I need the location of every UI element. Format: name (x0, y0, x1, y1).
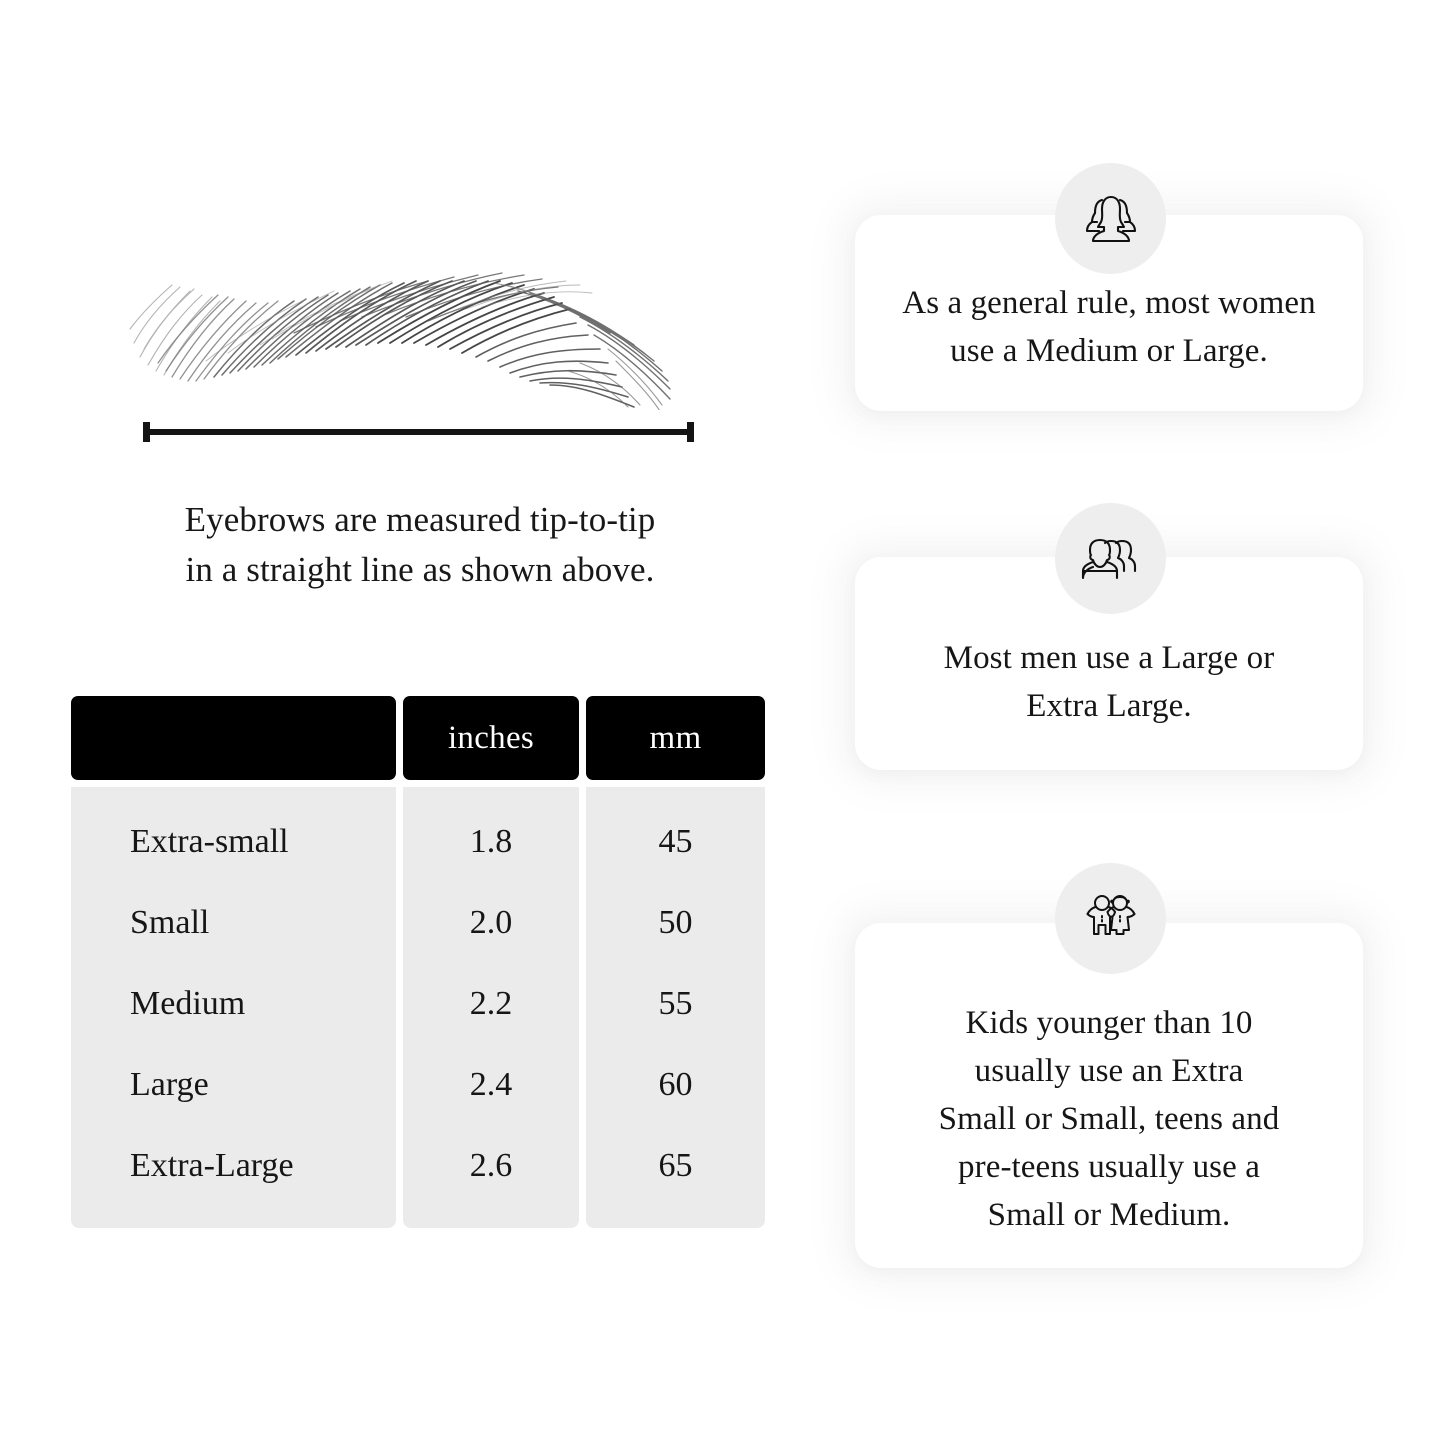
kids-icon (1055, 863, 1166, 974)
table-cell-mm: 55 (658, 984, 693, 1022)
table-cell-inches: 2.2 (469, 984, 513, 1022)
info-line: Kids younger than 10 (965, 1004, 1253, 1041)
table-cell-size: Extra-small (130, 822, 289, 860)
table-header-row: inches mm (71, 696, 765, 780)
table-column-inches: 1.8 2.0 2.2 2.4 2.6 (403, 787, 579, 1228)
table-column-size: Extra-small Small Medium Large Extra-Lar… (71, 787, 396, 1228)
guidance-panel: As a general rule, most women use a Medi… (800, 0, 1445, 1445)
measurement-caption: Eyebrows are measured tip-to-tip in a st… (70, 495, 770, 595)
info-card-men-text: Most men use a Large or Extra Large. (910, 598, 1309, 730)
table-cell-size: Small (130, 903, 210, 941)
info-line: As a general rule, most women (902, 285, 1316, 321)
info-line: usually use an Extra (974, 1052, 1244, 1089)
info-line: Small or Small, teens and (938, 1100, 1280, 1137)
info-line: use a Medium or Large. (950, 333, 1268, 369)
table-cell-size: Medium (130, 984, 246, 1022)
table-cell-mm: 60 (658, 1065, 693, 1103)
table-body: Extra-small Small Medium Large Extra-Lar… (71, 787, 765, 1228)
info-card-men: Most men use a Large or Extra Large. (855, 557, 1363, 770)
table-cell-mm: 45 (658, 822, 693, 860)
measurement-ruler (143, 421, 694, 443)
table-header-mm: mm (586, 696, 765, 780)
table-header-size (71, 696, 396, 780)
table-column-mm: 45 50 55 60 65 (586, 787, 765, 1228)
table-cell-inches: 2.0 (469, 903, 513, 941)
info-line: Extra Large. (1026, 687, 1192, 724)
size-chart-table: inches mm Extra-small Small Medium Large… (71, 696, 765, 1228)
table-cell-size: Extra-Large (130, 1146, 294, 1184)
info-line: Most men use a Large or (943, 639, 1275, 676)
table-cell-mm: 50 (658, 903, 693, 941)
eyebrow-illustration (110, 225, 730, 410)
men-group-icon (1055, 503, 1166, 614)
table-cell-inches: 2.4 (469, 1065, 513, 1103)
women-group-icon (1055, 163, 1166, 274)
info-line: pre-teens usually use a (958, 1148, 1260, 1185)
info-card-kids-text: Kids younger than 10 usually use an Extr… (905, 953, 1314, 1239)
table-cell-size: Large (130, 1065, 209, 1103)
info-card-women-text: As a general rule, most women use a Medi… (868, 251, 1349, 375)
caption-line-1: Eyebrows are measured tip-to-tip (184, 500, 656, 539)
table-cell-mm: 65 (658, 1146, 693, 1184)
table-header-inches: inches (403, 696, 579, 780)
table-cell-inches: 1.8 (469, 822, 513, 860)
info-line: Small or Medium. (987, 1196, 1231, 1233)
table-cell-inches: 2.6 (469, 1146, 513, 1184)
measurement-panel: Eyebrows are measured tip-to-tip in a st… (70, 225, 770, 1228)
info-card-kids: Kids younger than 10 usually use an Extr… (855, 923, 1363, 1268)
caption-line-2: in a straight line as shown above. (185, 550, 655, 589)
